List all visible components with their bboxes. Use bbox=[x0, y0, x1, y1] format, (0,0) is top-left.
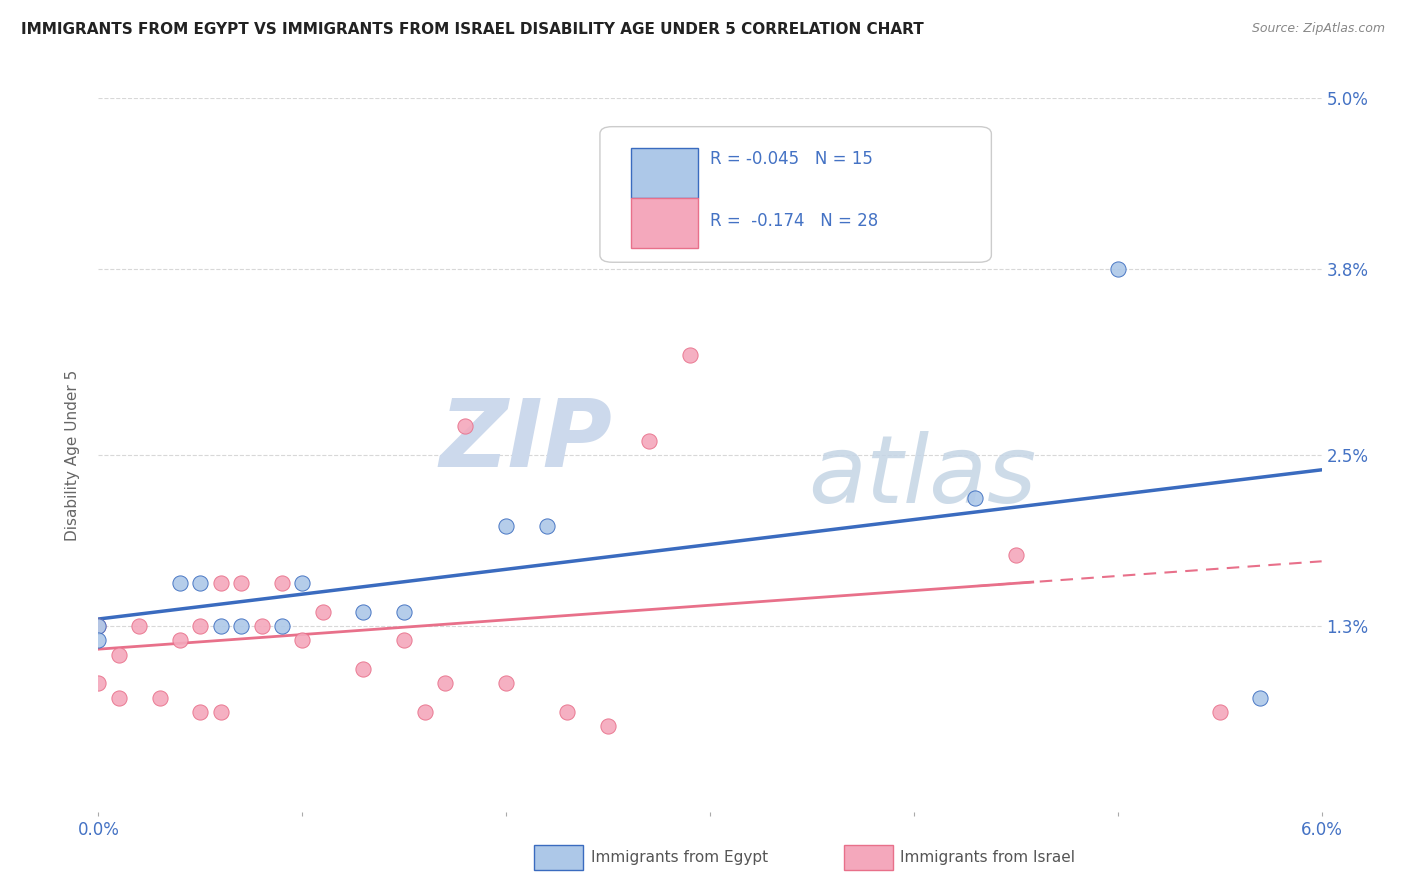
Point bbox=[188, 619, 212, 633]
Point bbox=[352, 605, 374, 619]
Point bbox=[169, 576, 191, 591]
Point bbox=[1004, 548, 1026, 562]
Text: R =  -0.174   N = 28: R = -0.174 N = 28 bbox=[710, 212, 879, 230]
Point bbox=[188, 705, 212, 719]
Y-axis label: Disability Age Under 5: Disability Age Under 5 bbox=[65, 369, 80, 541]
Point bbox=[291, 633, 314, 648]
Point bbox=[169, 633, 191, 648]
Text: Immigrants from Egypt: Immigrants from Egypt bbox=[591, 850, 768, 864]
Point bbox=[188, 576, 212, 591]
Point bbox=[495, 676, 517, 690]
Point bbox=[433, 676, 456, 690]
Point bbox=[1249, 690, 1271, 705]
Point bbox=[555, 705, 579, 719]
Point bbox=[231, 619, 253, 633]
Point bbox=[536, 519, 558, 533]
Point bbox=[231, 576, 253, 591]
Point bbox=[495, 519, 517, 533]
Text: IMMIGRANTS FROM EGYPT VS IMMIGRANTS FROM ISRAEL DISABILITY AGE UNDER 5 CORRELATI: IMMIGRANTS FROM EGYPT VS IMMIGRANTS FROM… bbox=[21, 22, 924, 37]
Point bbox=[250, 619, 273, 633]
Point bbox=[392, 633, 416, 648]
Point bbox=[1208, 705, 1232, 719]
Point bbox=[209, 576, 232, 591]
Point bbox=[311, 605, 335, 619]
Point bbox=[149, 690, 172, 705]
Point bbox=[108, 690, 131, 705]
Point bbox=[679, 348, 702, 362]
Text: ZIP: ZIP bbox=[439, 394, 612, 487]
Point bbox=[128, 619, 150, 633]
Point bbox=[598, 719, 620, 733]
Text: atlas: atlas bbox=[808, 431, 1036, 522]
Point bbox=[392, 605, 416, 619]
Point bbox=[87, 619, 110, 633]
Text: Source: ZipAtlas.com: Source: ZipAtlas.com bbox=[1251, 22, 1385, 36]
Point bbox=[1107, 262, 1129, 277]
Point bbox=[454, 419, 477, 434]
Point bbox=[637, 434, 661, 448]
Point bbox=[270, 619, 292, 633]
Point bbox=[270, 576, 292, 591]
Text: Immigrants from Israel: Immigrants from Israel bbox=[900, 850, 1074, 864]
Point bbox=[352, 662, 374, 676]
Point bbox=[87, 619, 110, 633]
Point bbox=[291, 576, 314, 591]
Point bbox=[209, 705, 232, 719]
Text: R = -0.045   N = 15: R = -0.045 N = 15 bbox=[710, 150, 873, 168]
Point bbox=[108, 648, 131, 662]
Point bbox=[87, 633, 110, 648]
Point bbox=[413, 705, 436, 719]
Point bbox=[209, 619, 232, 633]
FancyBboxPatch shape bbox=[600, 127, 991, 262]
Point bbox=[87, 676, 110, 690]
Point bbox=[963, 491, 986, 505]
